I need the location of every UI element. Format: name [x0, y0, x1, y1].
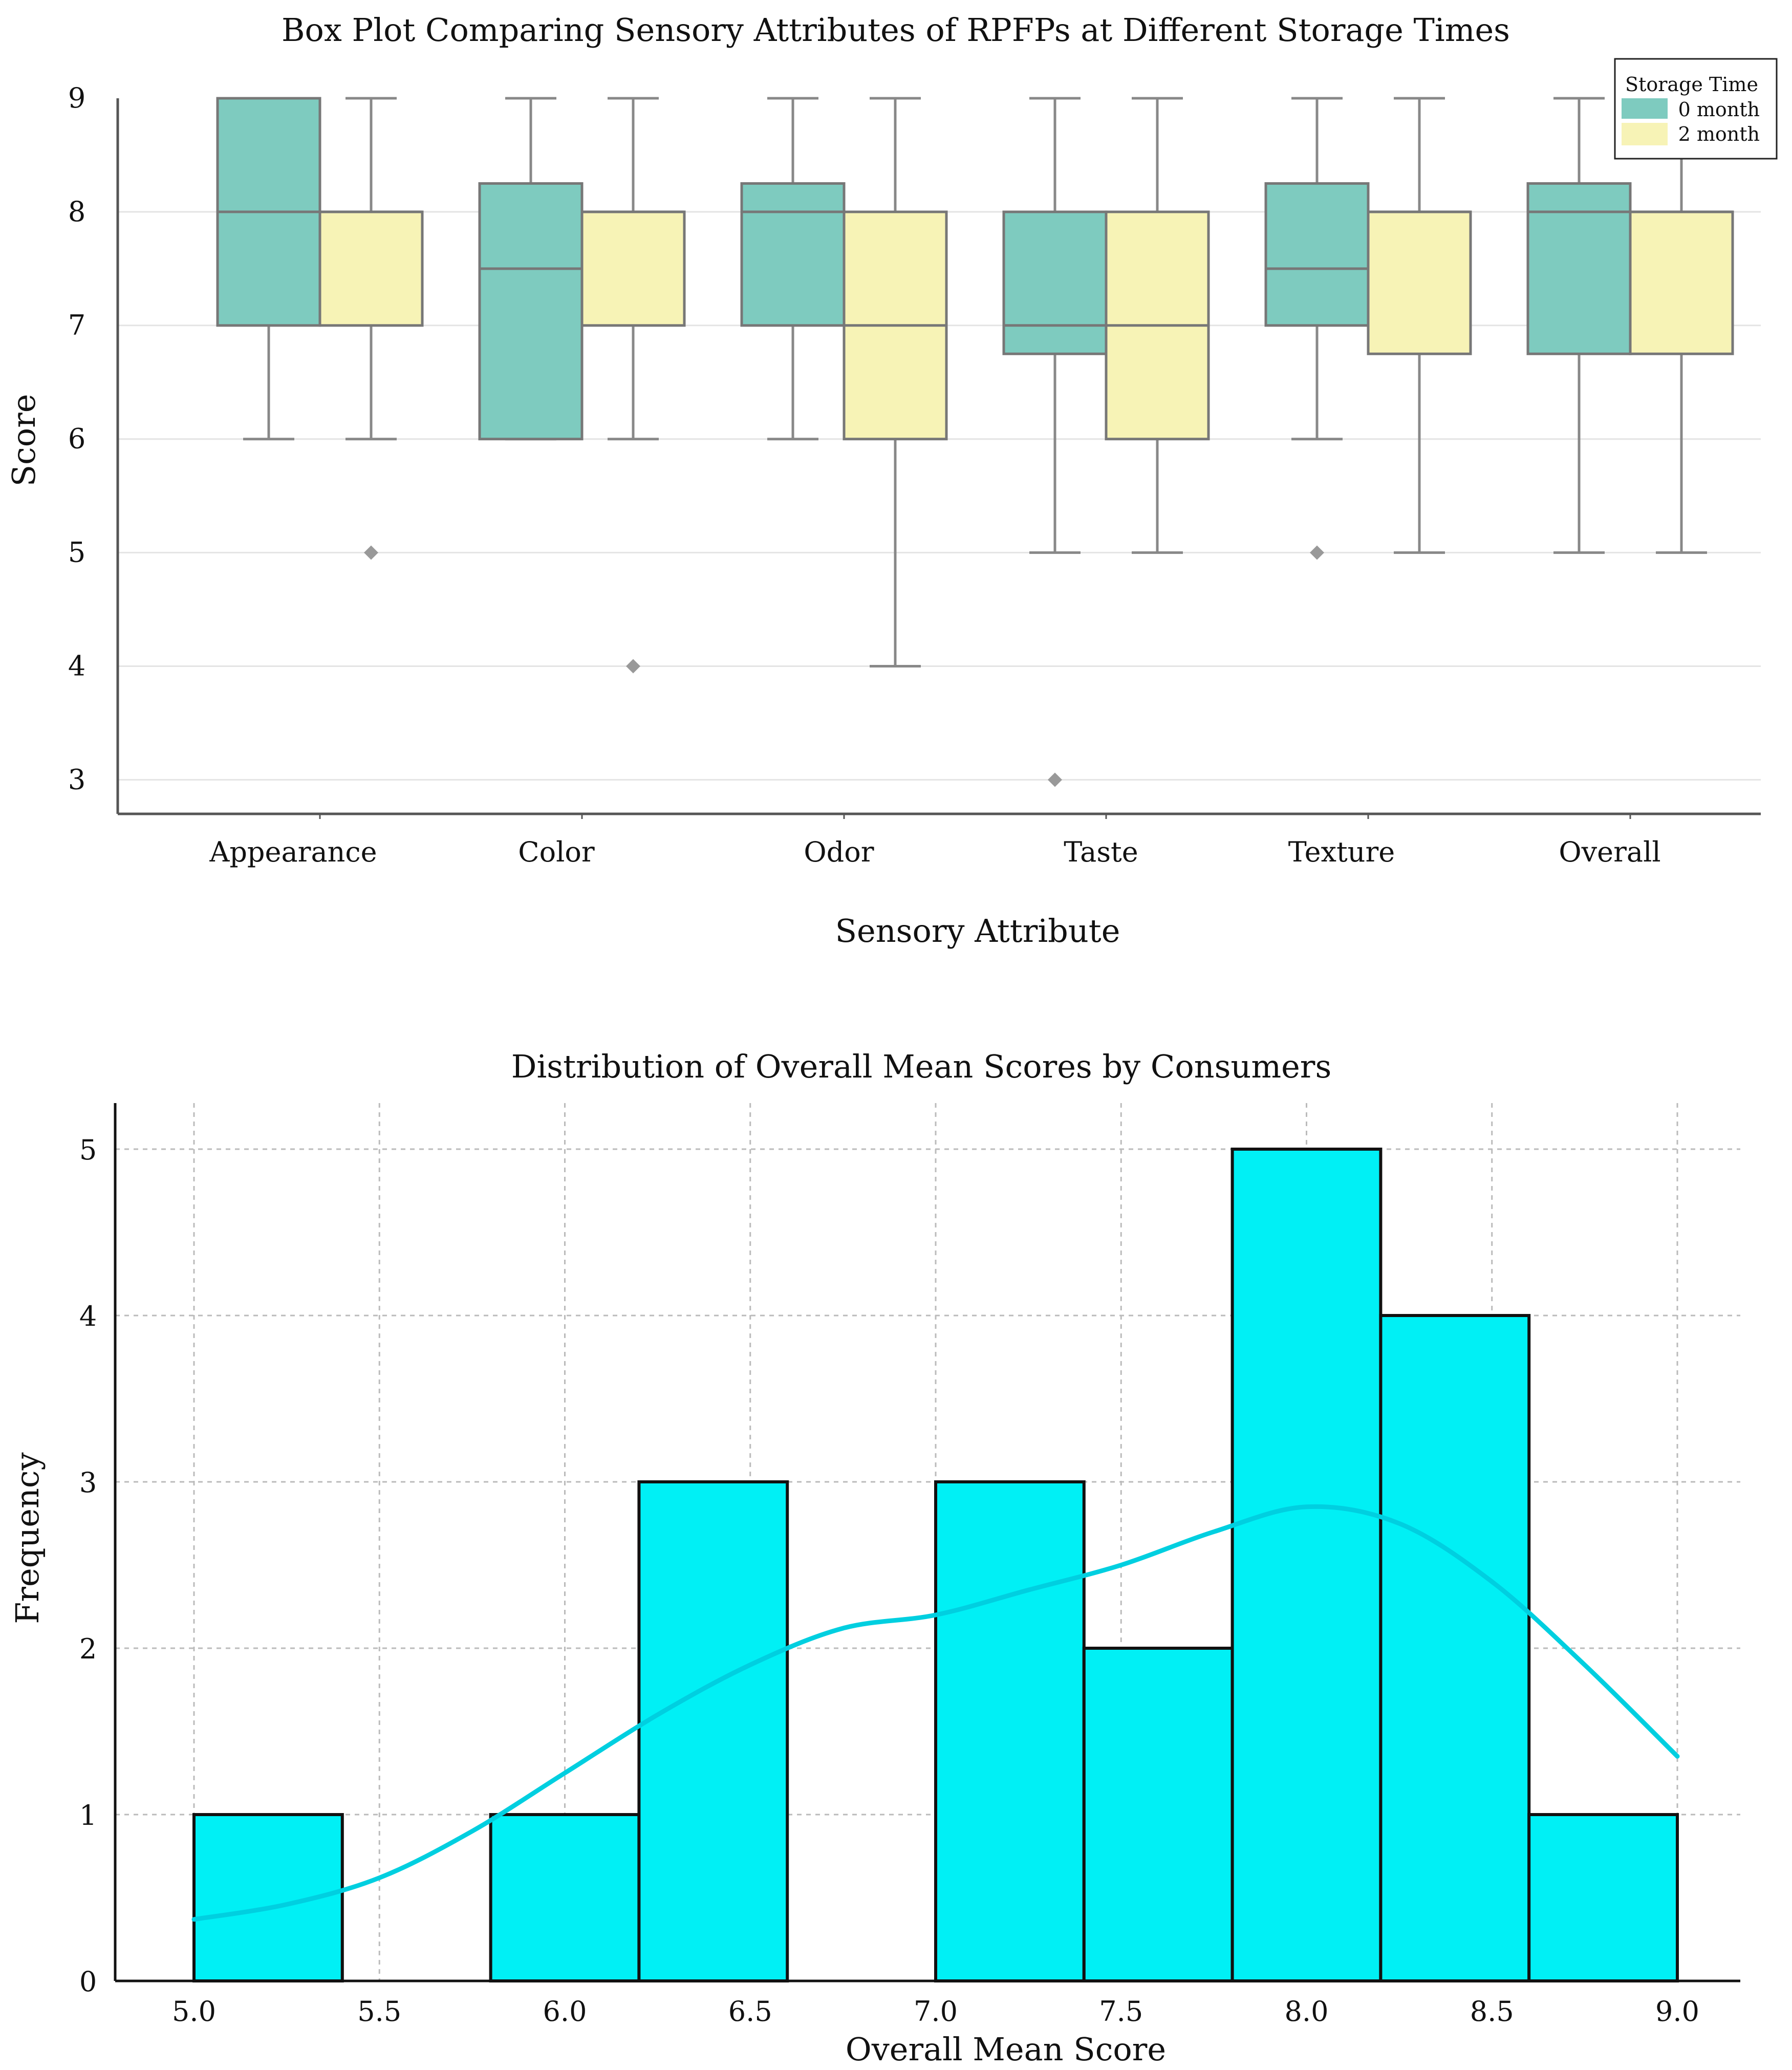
box-appearance-0-month: [216, 97, 321, 441]
box-taste-2-month: [1105, 97, 1210, 554]
histogram-bar-8: [1379, 1314, 1531, 1982]
box-overall-2-month: [1629, 97, 1734, 554]
box-plot-y-axis-label: Score: [5, 394, 42, 487]
histogram-y-tick-label: 2: [79, 1633, 97, 1665]
histogram-y-tick-label: 5: [79, 1134, 97, 1166]
box-iqr: [740, 182, 846, 327]
histogram-x-ticks: 5.0 5.5 6.0 6.5 7.0 7.5 8.0 8.5 9.0: [172, 1995, 1699, 2028]
box-texture-2-month: [1367, 97, 1472, 554]
box-y-tick-label: 7: [68, 309, 85, 341]
histogram-x-tick-label: 7.0: [914, 1995, 958, 2028]
histogram-bars: [192, 1148, 1679, 1982]
histogram-y-ticks: 0 1 2 3 4 5: [79, 1134, 97, 1998]
box-outlier: [1048, 772, 1062, 787]
histogram-x-tick-label: 7.5: [1099, 1995, 1143, 2028]
box-outlier: [626, 659, 640, 674]
storage-time-legend: Storage Time 0 month 2 month: [1614, 58, 1778, 160]
box-iqr: [478, 182, 584, 441]
histogram-y-tick-label: 1: [79, 1799, 97, 1831]
histogram-y-tick-label: 4: [79, 1300, 97, 1332]
histogram-chart: Distribution of Overall Mean Scores by C…: [9, 1048, 1740, 2068]
box-odor-0-month: [740, 97, 846, 441]
histogram-bar-5: [934, 1480, 1086, 1982]
box-odor-2-month: [843, 97, 948, 668]
box-iqr: [1002, 210, 1108, 355]
histogram-bar-6: [1082, 1647, 1234, 1982]
box-x-tick-label-odor: Odor: [804, 836, 874, 868]
legend-title: Storage Time: [1625, 73, 1758, 96]
box-plot-boxes: [216, 97, 1734, 787]
legend-label-0-month: 0 month: [1678, 98, 1760, 121]
box-y-tick-label: 8: [68, 196, 85, 228]
histogram-bar-3: [637, 1480, 789, 1982]
box-iqr: [1264, 182, 1370, 327]
histogram-y-tick-label: 3: [79, 1467, 97, 1499]
box-iqr: [580, 210, 686, 327]
histogram-x-tick-label: 5.0: [172, 1995, 216, 2028]
box-iqr: [1629, 210, 1734, 355]
histogram-x-tick-label: 5.5: [357, 1995, 401, 2028]
box-x-tick-label-color: Color: [518, 836, 595, 868]
histogram-bar-2: [489, 1813, 641, 1982]
box-plot-title: Box Plot Comparing Sensory Attributes of…: [282, 11, 1510, 49]
histogram-y-tick-label: 0: [79, 1966, 97, 1998]
histogram-y-axis-label: Frequency: [9, 1452, 46, 1624]
box-color-0-month: [478, 97, 584, 441]
box-y-tick-label: 3: [68, 763, 85, 795]
histogram-x-tick-label: 8.5: [1470, 1995, 1514, 2028]
box-x-tick-label-taste: Taste: [1064, 836, 1138, 868]
box-iqr: [1526, 182, 1632, 355]
box-y-tick-label: 9: [68, 82, 85, 114]
box-x-tick-label-texture: Texture: [1288, 836, 1395, 868]
histogram-kde-curve: [191, 1504, 1680, 1922]
legend-label-2-month: 2 month: [1678, 123, 1760, 145]
box-appearance-2-month: [318, 97, 424, 560]
histogram-x-tick-label: 9.0: [1655, 1995, 1699, 2028]
box-color-2-month: [580, 97, 686, 674]
box-overall-0-month: [1526, 97, 1632, 554]
box-plot-chart: Box Plot Comparing Sensory Attributes of…: [5, 11, 1778, 950]
histogram-title: Distribution of Overall Mean Scores by C…: [511, 1048, 1332, 1085]
box-iqr: [318, 210, 424, 327]
histogram-bar-7: [1230, 1148, 1383, 1982]
box-x-tick-label-appearance: Appearance: [209, 836, 377, 868]
histogram-x-tick-label: 6.5: [728, 1995, 772, 2028]
histogram-x-axis-label: Overall Mean Score: [846, 2031, 1166, 2068]
legend-swatch-2-month: [1622, 123, 1668, 145]
box-plot-x-axis-label: Sensory Attribute: [835, 912, 1120, 950]
legend-swatch-0-month: [1622, 98, 1668, 119]
histogram-x-tick-label: 6.0: [543, 1995, 587, 2028]
box-outlier: [1310, 545, 1324, 560]
box-y-tick-label: 4: [68, 650, 85, 682]
box-plot-y-ticks: 3 4 5 6 7 8 9: [68, 82, 85, 795]
box-y-tick-label: 6: [68, 423, 85, 455]
box-outlier: [364, 545, 378, 560]
histogram-x-tick-label: 8.0: [1285, 1995, 1329, 2028]
box-plot-x-ticks: Appearance Color Odor Taste Texture Overall: [209, 814, 1661, 868]
box-y-tick-label: 5: [68, 536, 85, 569]
histogram-bar-9: [1527, 1813, 1679, 1982]
box-taste-0-month: [1002, 97, 1108, 787]
box-iqr: [1367, 210, 1472, 355]
box-texture-0-month: [1264, 97, 1370, 560]
box-x-tick-label-overall: Overall: [1559, 836, 1660, 868]
